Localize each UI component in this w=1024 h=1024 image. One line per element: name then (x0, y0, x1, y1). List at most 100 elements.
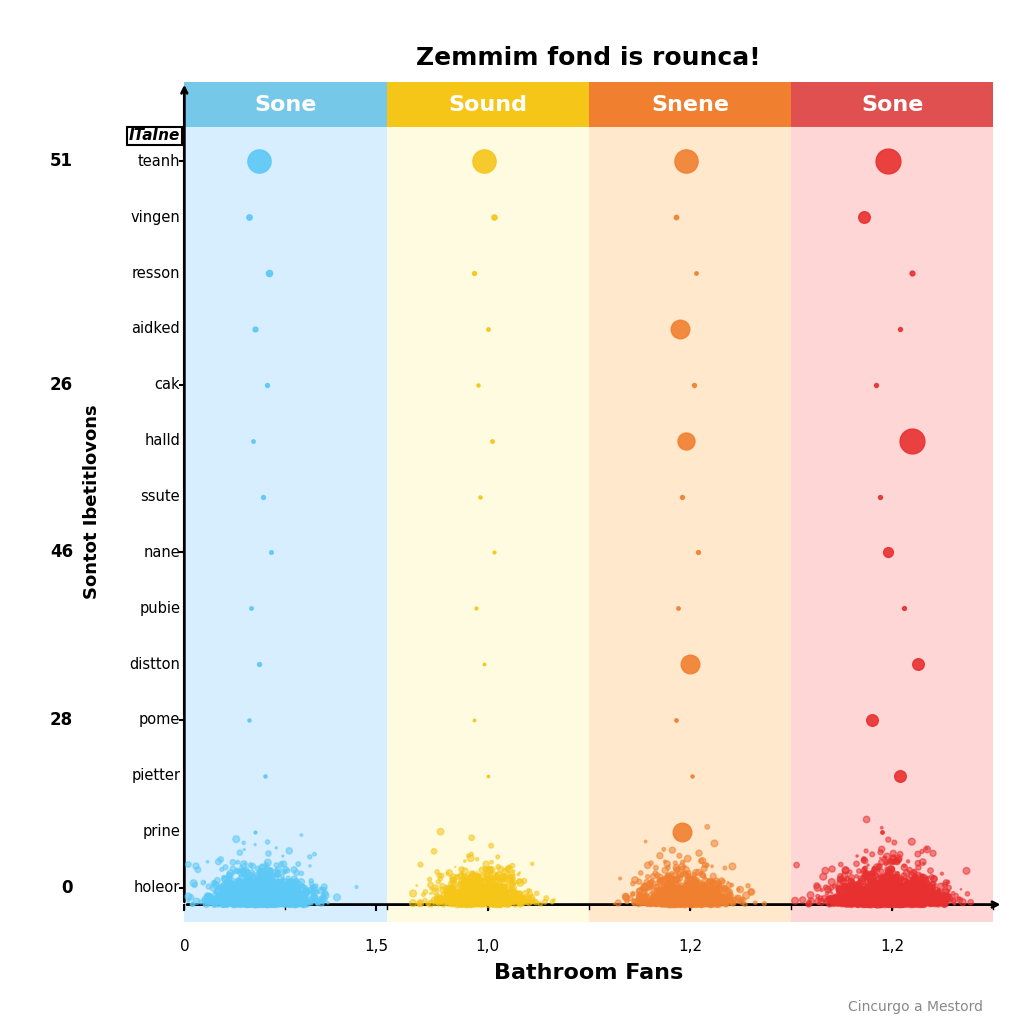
Point (466, 885, 482, 901)
Point (855, 870, 871, 887)
Point (884, 869, 900, 886)
Point (849, 893, 865, 909)
Point (646, 895, 663, 911)
Point (662, 869, 678, 886)
Point (645, 893, 662, 909)
Point (910, 893, 927, 909)
Point (442, 895, 459, 911)
Point (487, 878, 504, 894)
Point (663, 895, 679, 911)
Point (247, 895, 263, 911)
Point (263, 893, 280, 909)
Point (267, 896, 284, 912)
Point (925, 845, 941, 861)
Point (891, 873, 907, 890)
Point (234, 890, 251, 906)
Point (885, 891, 901, 907)
Point (833, 870, 849, 887)
Point (891, 850, 907, 866)
Point (892, 895, 908, 911)
Point (210, 887, 226, 903)
Point (276, 884, 293, 900)
Point (852, 887, 868, 903)
Point (700, 889, 717, 905)
Point (668, 890, 684, 906)
Point (488, 892, 505, 908)
Point (877, 895, 893, 911)
Point (270, 894, 287, 910)
Point (252, 882, 268, 898)
Point (874, 889, 891, 905)
Point (847, 879, 863, 895)
Point (237, 869, 253, 886)
Point (715, 893, 731, 909)
Point (496, 871, 512, 888)
Point (857, 896, 873, 912)
Point (703, 885, 720, 901)
Point (463, 896, 479, 912)
Point (845, 873, 861, 890)
Point (695, 879, 712, 895)
Point (876, 892, 892, 908)
Point (465, 879, 481, 895)
Point (638, 888, 654, 904)
Point (490, 888, 507, 904)
Point (703, 881, 720, 897)
Point (894, 869, 910, 886)
Point (298, 892, 314, 908)
Point (931, 895, 947, 911)
Point (455, 892, 471, 908)
Point (475, 887, 492, 903)
Point (481, 889, 498, 905)
Point (830, 896, 847, 912)
Point (449, 894, 465, 910)
Point (695, 878, 712, 894)
Point (476, 889, 493, 905)
Point (871, 896, 888, 912)
Point (467, 893, 483, 909)
Point (874, 892, 891, 908)
Point (866, 896, 883, 912)
Point (236, 856, 252, 872)
Point (220, 889, 237, 905)
Point (483, 894, 500, 910)
Point (260, 883, 276, 899)
Point (255, 889, 271, 905)
Point (637, 879, 653, 895)
Point (241, 882, 257, 898)
Point (250, 889, 266, 905)
Point (877, 892, 893, 908)
Point (308, 878, 325, 894)
Point (872, 896, 889, 912)
Point (900, 894, 916, 910)
Point (676, 882, 692, 898)
Point (901, 882, 918, 898)
Point (675, 894, 691, 910)
Point (803, 893, 819, 909)
Point (901, 891, 918, 907)
Point (694, 866, 711, 883)
Point (247, 321, 263, 337)
Point (496, 882, 512, 898)
Point (283, 885, 299, 901)
Point (656, 885, 673, 901)
Point (495, 882, 511, 898)
Point (895, 890, 911, 906)
Point (882, 896, 898, 912)
Point (445, 888, 462, 904)
Point (664, 877, 680, 893)
Point (255, 896, 271, 912)
Point (838, 896, 854, 912)
Point (675, 889, 691, 905)
Point (229, 871, 246, 888)
Point (897, 894, 913, 910)
Point (640, 881, 656, 897)
Point (222, 892, 239, 908)
Point (919, 841, 935, 857)
Point (677, 894, 693, 910)
Point (658, 895, 675, 911)
Point (874, 892, 891, 908)
Point (860, 857, 877, 873)
Point (506, 885, 522, 901)
Point (835, 895, 851, 911)
